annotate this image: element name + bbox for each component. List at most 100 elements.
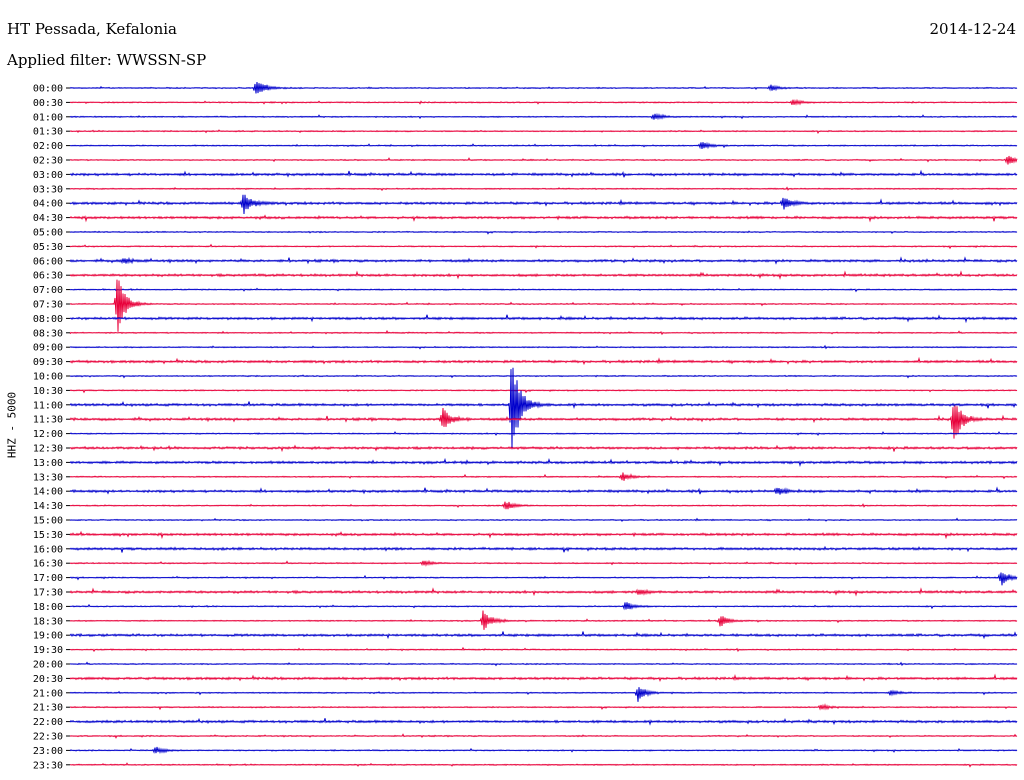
trace-1900 — [69, 631, 1018, 640]
time-tick-label: 01:30 — [33, 127, 63, 138]
trace-1800 — [69, 602, 1018, 611]
trace-2100 — [69, 687, 1018, 702]
trace-0130 — [69, 129, 1018, 134]
time-tick-label: 03:30 — [33, 184, 63, 195]
trace-0730 — [69, 279, 1018, 332]
trace-1400 — [69, 486, 1018, 495]
trace-0030 — [69, 98, 1018, 106]
trace-0300 — [69, 169, 1018, 178]
time-tick-label: 17:30 — [33, 588, 63, 599]
time-tick-label: 13:30 — [33, 472, 63, 483]
trace-0600 — [69, 256, 1018, 265]
trace-0330 — [69, 186, 1018, 192]
time-tick-label: 15:00 — [33, 516, 63, 527]
time-tick-label: 03:00 — [33, 170, 63, 181]
trace-2330 — [69, 762, 1018, 768]
time-tick-label: 09:30 — [33, 357, 63, 368]
time-tick-label: 10:00 — [33, 372, 63, 383]
time-tick-label: 14:30 — [33, 501, 63, 512]
trace-1430 — [69, 501, 1018, 510]
time-tick-label: 23:30 — [33, 760, 63, 771]
trace-1830 — [69, 610, 1018, 630]
time-tick-label: 12:00 — [33, 429, 63, 440]
time-tick-label: 22:00 — [33, 717, 63, 728]
time-tick-label: 15:30 — [33, 530, 63, 541]
time-tick-label: 01:00 — [33, 112, 63, 123]
time-tick-label: 11:30 — [33, 415, 63, 426]
time-tick-label: 17:00 — [33, 573, 63, 584]
station-title: HT Pessada, Kefalonia — [7, 20, 177, 38]
trace-0230 — [69, 155, 1018, 165]
trace-1200 — [69, 431, 1018, 437]
time-tick-label: 08:00 — [33, 314, 63, 325]
time-tick-label: 04:00 — [33, 199, 63, 210]
time-tick-label: 20:00 — [33, 660, 63, 671]
trace-2300 — [69, 746, 1018, 755]
time-tick-label: 16:30 — [33, 559, 63, 570]
trace-2130 — [69, 703, 1018, 711]
time-tick-label: 21:00 — [33, 688, 63, 699]
time-tick-label: 10:30 — [33, 386, 63, 397]
time-tick-label: 02:00 — [33, 141, 63, 152]
trace-1930 — [69, 646, 1018, 653]
time-tick-label: 09:00 — [33, 343, 63, 354]
trace-1230 — [69, 444, 1018, 453]
trace-0630 — [69, 270, 1018, 280]
trace-0100 — [69, 112, 1018, 121]
trace-1100 — [69, 367, 1018, 450]
trace-0700 — [69, 287, 1018, 293]
trace-0900 — [69, 344, 1018, 350]
trace-0400 — [69, 194, 1018, 215]
trace-2030 — [69, 673, 1018, 682]
time-tick-label: 14:00 — [33, 487, 63, 498]
time-tick-label: 19:30 — [33, 645, 63, 656]
time-tick-label: 12:30 — [33, 444, 63, 455]
time-tick-label: 16:00 — [33, 544, 63, 555]
time-tick-label: 05:30 — [33, 242, 63, 253]
time-tick-label: 22:30 — [33, 732, 63, 743]
trace-1730 — [69, 587, 1018, 597]
trace-0430 — [69, 214, 1018, 223]
trace-2000 — [69, 661, 1018, 667]
time-tick-label: 08:30 — [33, 328, 63, 339]
filter-label: Applied filter: WWSSN-SP — [7, 51, 207, 69]
trace-0500 — [69, 230, 1018, 235]
time-tick-label: 00:30 — [33, 98, 63, 109]
time-tick-label: 11:00 — [33, 400, 63, 411]
trace-0930 — [69, 356, 1018, 366]
time-tick-label: 21:30 — [33, 703, 63, 714]
time-tick-label: 06:30 — [33, 271, 63, 282]
time-tick-label: 19:00 — [33, 631, 63, 642]
trace-0830 — [69, 329, 1018, 336]
time-tick-label: 13:00 — [33, 458, 63, 469]
time-tick-label: 23:00 — [33, 746, 63, 757]
date-label: 2014-12-24 — [929, 20, 1016, 38]
trace-1530 — [69, 530, 1018, 540]
time-tick-label: 06:00 — [33, 256, 63, 267]
trace-1330 — [69, 472, 1018, 481]
time-tick-label: 07:00 — [33, 285, 63, 296]
trace-1300 — [69, 457, 1018, 468]
time-tick-label: 07:30 — [33, 300, 63, 311]
trace-0530 — [69, 243, 1018, 250]
trace-1630 — [69, 559, 1018, 567]
trace-1130 — [69, 405, 1018, 439]
time-tick-label: 18:30 — [33, 616, 63, 627]
time-tick-label: 02:30 — [33, 156, 63, 167]
trace-2200 — [69, 717, 1018, 726]
trace-1700 — [69, 572, 1018, 586]
trace-1030 — [69, 388, 1018, 394]
trace-2230 — [69, 733, 1018, 739]
time-tick-label: 18:00 — [33, 602, 63, 613]
time-tick-label: 00:00 — [33, 84, 63, 95]
time-tick-label: 05:00 — [33, 228, 63, 239]
trace-1000 — [69, 374, 1018, 379]
trace-1600 — [69, 545, 1018, 553]
trace-0200 — [69, 141, 1018, 150]
trace-0800 — [69, 314, 1018, 324]
time-tick-label: 20:30 — [33, 674, 63, 685]
trace-1500 — [69, 517, 1018, 522]
time-tick-label: 04:30 — [33, 213, 63, 224]
trace-0000 — [69, 81, 1018, 94]
